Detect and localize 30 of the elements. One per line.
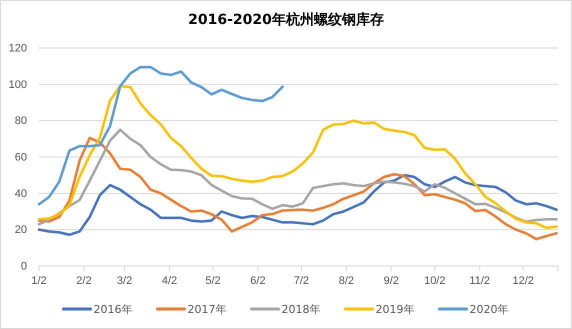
x-tick-label: 3/2 [116,274,132,287]
x-tick-label: 8/2 [338,274,354,287]
legend-label: 2016年 [94,303,132,316]
x-tick-label: 5/2 [205,274,221,287]
line-series [38,174,558,236]
y-tick-label: 100 [8,78,27,91]
legend-label: 2017年 [188,303,226,316]
x-tick-label: 9/2 [384,274,399,287]
x-tick-label: 10/2 [424,274,446,287]
x-tick-label: 7/2 [294,274,310,287]
line-series [38,128,558,226]
y-tick-label: 60 [14,152,27,164]
x-tick-label: 4/2 [162,274,178,287]
legend-label: 2020年 [470,303,508,316]
x-tick-label: 12/2 [512,274,534,287]
chart-title: 2016-2020年杭州螺纹钢库存 [188,11,384,28]
line-series [38,136,558,240]
x-tick-label: 2/2 [76,274,92,287]
legend-label: 2019年 [376,303,414,316]
y-tick-label: 120 [8,42,27,55]
line-series [38,84,558,230]
x-tick-label: 6/2 [250,274,266,287]
x-tick-label: 1/2 [31,274,47,287]
y-tick-label: 0 [20,260,27,273]
x-tick-label: 11/2 [469,274,490,287]
y-tick-label: 40 [14,188,27,200]
y-tick-label: 20 [14,224,27,236]
y-tick-label: 80 [14,115,27,128]
legend-label: 2018年 [282,303,320,316]
line-series [38,66,284,206]
